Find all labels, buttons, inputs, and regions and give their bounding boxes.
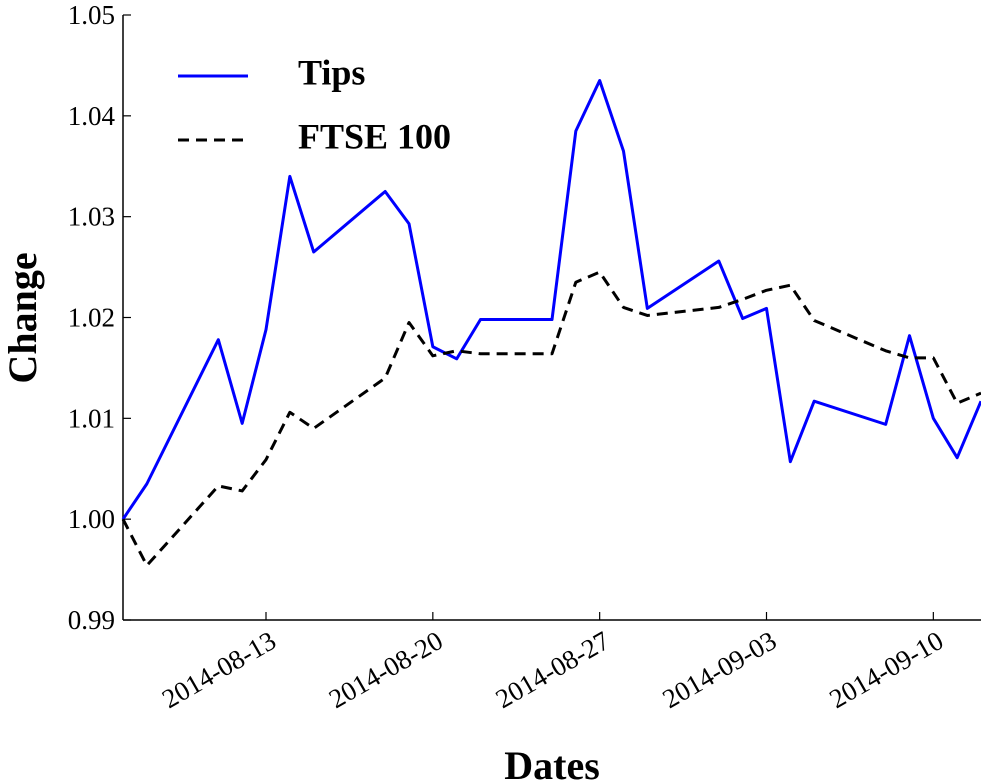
- legend-label: Tips: [298, 52, 365, 92]
- x-tick-label: 2014-09-10: [824, 625, 948, 714]
- x-tick-label: 2014-09-03: [657, 625, 781, 714]
- y-axis-label: Change: [0, 252, 45, 383]
- y-tick-label: 1.01: [68, 403, 115, 433]
- x-tick-label: 2014-08-20: [324, 625, 448, 714]
- y-tick-label: 1.02: [68, 303, 115, 333]
- y-tick-label: 1.05: [68, 0, 115, 30]
- series-line: [121, 79, 981, 521]
- y-tick-label: 1.03: [68, 202, 115, 232]
- y-tick-label: 1.00: [68, 504, 115, 534]
- x-axis-label: Dates: [504, 743, 600, 783]
- x-tick-label: 2014-08-13: [157, 625, 281, 714]
- y-tick-label: 1.04: [68, 101, 116, 131]
- series-line: [121, 270, 981, 568]
- x-tick-label: 2014-08-27: [491, 625, 615, 714]
- y-tick-label: 0.99: [68, 605, 115, 635]
- legend-label: FTSE 100: [298, 116, 451, 156]
